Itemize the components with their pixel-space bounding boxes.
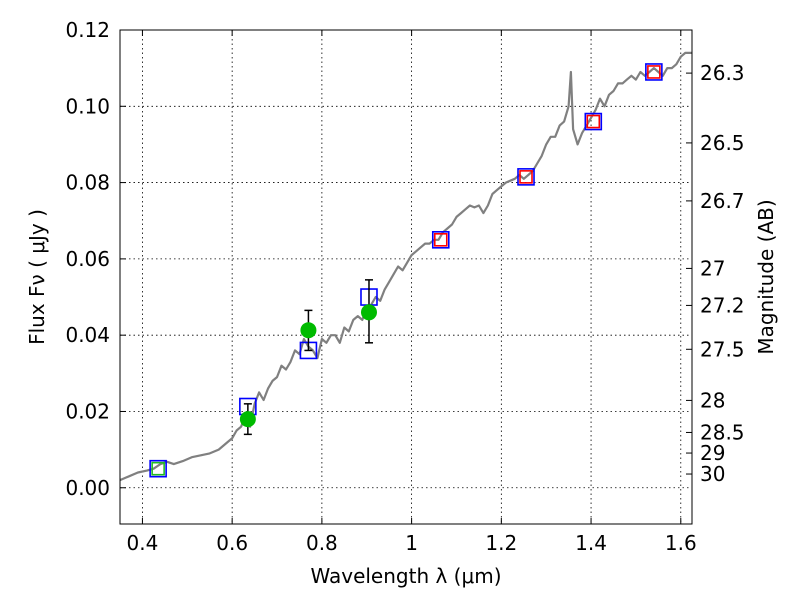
photometry-square bbox=[517, 168, 535, 186]
y-axis-title: Flux Fν ( μJy ) bbox=[25, 209, 49, 345]
x-tick-label: 1.6 bbox=[665, 531, 697, 555]
x-tick-label: 0.8 bbox=[306, 531, 338, 555]
y-tick-label: 0.06 bbox=[65, 247, 110, 271]
plot-marks bbox=[119, 51, 692, 482]
x-tick-label: 1 bbox=[405, 531, 418, 555]
y2-tick-label: 28.5 bbox=[700, 420, 745, 444]
x-tick-label: 0.6 bbox=[216, 531, 248, 555]
y-tick-label: 0.10 bbox=[65, 94, 110, 118]
measured-point bbox=[300, 322, 317, 339]
y-tick-label: 0.02 bbox=[65, 399, 110, 423]
y2-tick-label: 27.5 bbox=[700, 337, 745, 361]
axis-ticks: 0.4 0.6 0.8 1 1.2 1.4 1.6 0.00 0.02 0.04 0.06 0.08 0… bbox=[65, 18, 744, 555]
photometry-square bbox=[433, 233, 448, 247]
photometry-square bbox=[149, 459, 167, 478]
x-tick-label: 0.4 bbox=[127, 531, 159, 555]
y-tick-label: 0.04 bbox=[65, 323, 110, 347]
y2-tick-label: 27 bbox=[700, 256, 725, 280]
y2-tick-label: 26.3 bbox=[700, 61, 745, 85]
photometry-square bbox=[584, 112, 603, 131]
photometry-square bbox=[645, 63, 663, 81]
y2-axis-title: Magnitude (AB) bbox=[754, 199, 778, 354]
y2-tick-label: 30 bbox=[700, 462, 725, 486]
y2-tick-label: 26.7 bbox=[700, 189, 745, 213]
spectrum-line bbox=[119, 51, 692, 482]
photometry-square bbox=[647, 65, 661, 79]
grid-lines bbox=[120, 29, 692, 524]
photometry-square bbox=[586, 114, 601, 129]
y-tick-label: 0.08 bbox=[65, 171, 110, 195]
x-tick-label: 1.2 bbox=[485, 531, 517, 555]
measured-point bbox=[239, 411, 256, 428]
x-tick-label: 1.4 bbox=[575, 531, 607, 555]
y-tick-label: 0.12 bbox=[65, 18, 110, 42]
y2-tick-label: 29 bbox=[700, 441, 725, 465]
measured-point bbox=[360, 304, 377, 321]
x-axis-title: Wavelength λ (μm) bbox=[310, 564, 501, 588]
photometry-square bbox=[151, 461, 165, 476]
y2-tick-label: 26.5 bbox=[700, 131, 745, 155]
y2-tick-label: 28 bbox=[700, 388, 725, 412]
photometry-square bbox=[431, 231, 450, 249]
plot-frame bbox=[119, 29, 693, 525]
y-tick-label: 0.00 bbox=[65, 476, 110, 500]
y2-tick-label: 27.2 bbox=[700, 293, 745, 317]
photometry-square bbox=[519, 170, 533, 184]
